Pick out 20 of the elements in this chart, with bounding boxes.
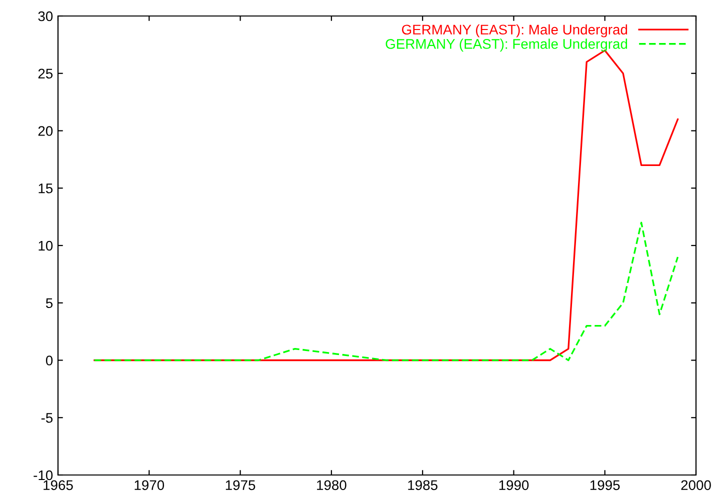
line-series	[94, 222, 679, 362]
x-tick-label: 1995	[590, 480, 620, 490]
x-tick-label: 1990	[499, 480, 529, 490]
y-tick-label: -10	[34, 470, 53, 480]
x-tick-label: 1975	[226, 480, 256, 490]
x-tick-label: 1965	[44, 480, 73, 490]
y-tick-label: 10	[38, 240, 53, 251]
legend-label: GERMANY (EAST): Male Undergrad	[402, 24, 628, 38]
legend-label: GERMANY (EAST): Female Undergrad	[386, 38, 628, 52]
x-tick-label: 1970	[134, 480, 164, 490]
y-tick-label: 0	[46, 356, 53, 366]
y-tick-label: 5	[46, 298, 53, 308]
y-tick-label: 30	[38, 11, 53, 22]
x-tick-label: 1985	[408, 480, 438, 490]
y-tick-label: 20	[38, 126, 53, 136]
y-tick-label: 25	[38, 68, 53, 79]
x-tick-label: 2000	[681, 480, 711, 490]
y-tick-label: -5	[41, 413, 53, 423]
x-tick-label: 1980	[317, 480, 346, 490]
y-tick-label: 15	[38, 184, 53, 194]
